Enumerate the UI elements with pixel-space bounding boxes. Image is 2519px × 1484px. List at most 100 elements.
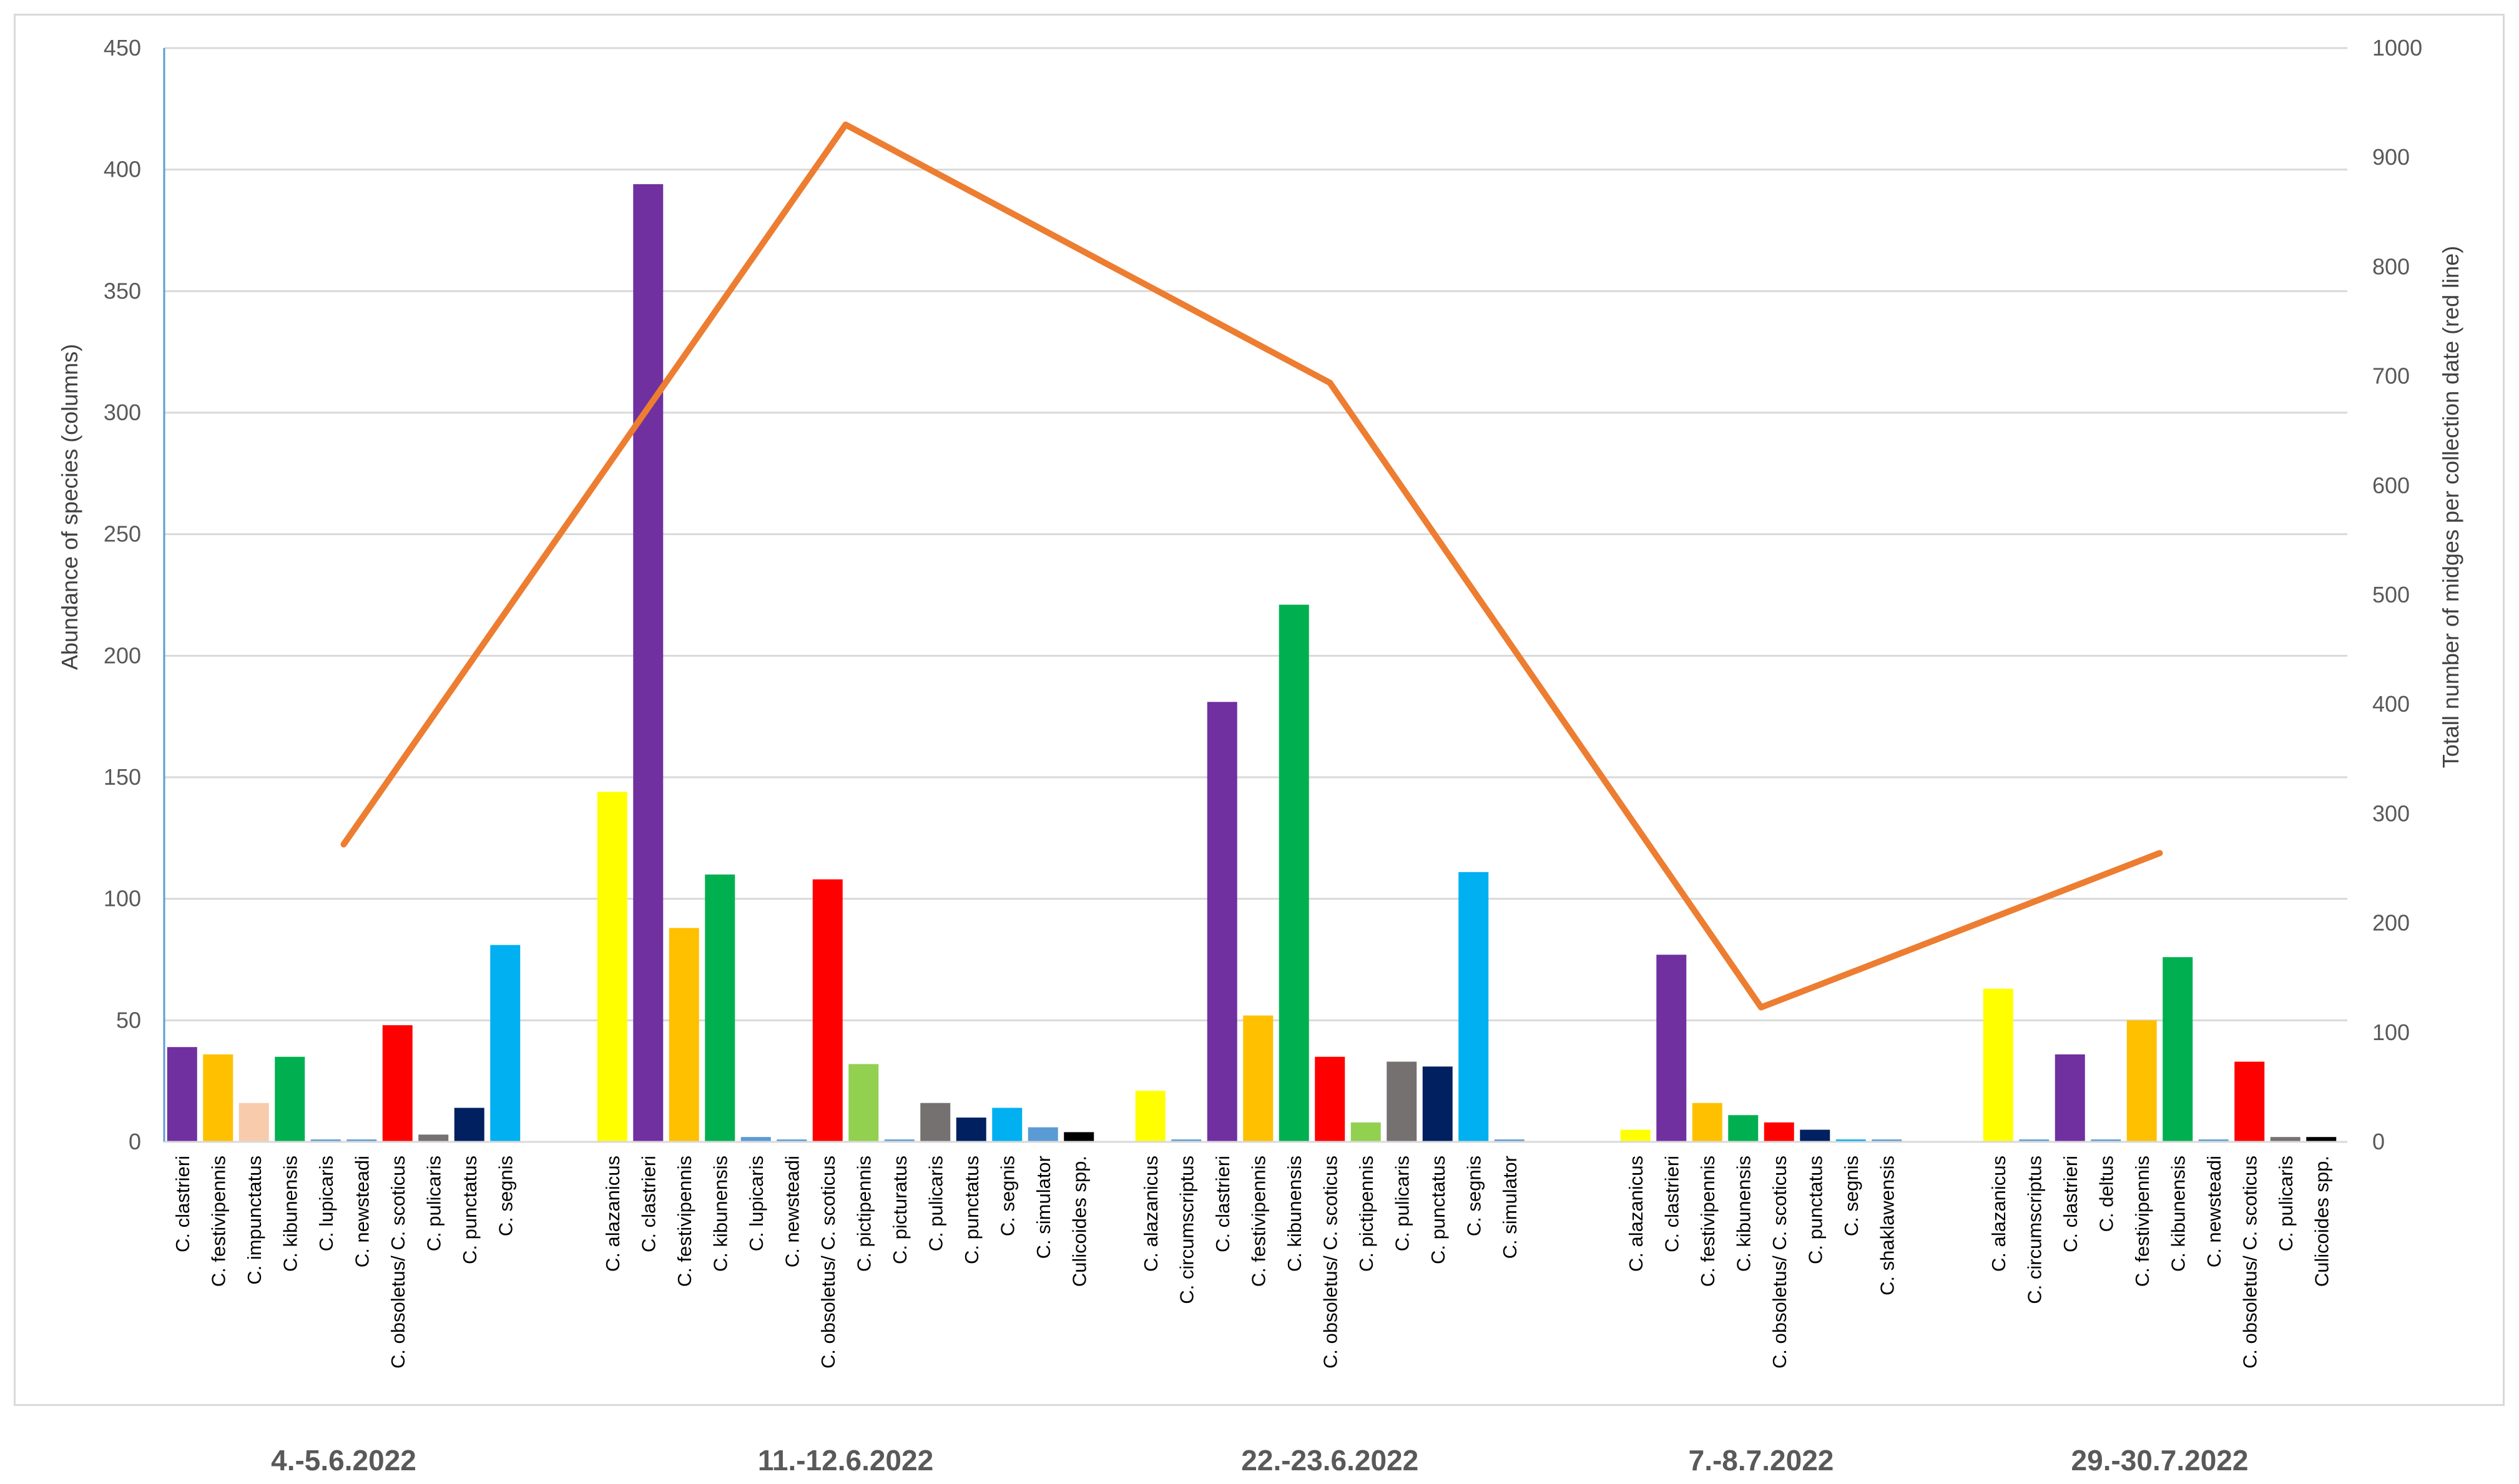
date-group-label: 7.-8.7.2022: [1689, 1444, 1834, 1477]
y-right-tick-label: 0: [2372, 1129, 2385, 1154]
bar: [454, 1108, 484, 1142]
category-tick-label: C. circumscriptus: [1176, 1156, 1197, 1304]
bar: [2019, 1139, 2050, 1142]
bar: [1171, 1139, 1202, 1142]
category-tick-label: C. impunctatus: [243, 1156, 265, 1285]
category-tick-label: C. clastrieri: [1661, 1156, 1682, 1252]
category-tick-label: C. alazanicus: [1988, 1156, 2010, 1272]
category-tick-label: C. pulicaris: [423, 1156, 444, 1251]
y-left-tick-label: 50: [116, 1007, 141, 1033]
date-group-label: 29.-30.7.2022: [2071, 1444, 2249, 1477]
category-tick-label: Culicoides spp.: [2310, 1156, 2332, 1287]
y-left-tick-label: 400: [104, 157, 141, 182]
category-tick-label: C. lupicaris: [745, 1156, 767, 1251]
bar: [812, 879, 843, 1142]
bar: [1028, 1127, 1058, 1142]
category-tick-label: C. shaklawensis: [1876, 1156, 1898, 1295]
bar: [705, 874, 735, 1142]
y-left-tick-label: 350: [104, 278, 141, 303]
bar: [1458, 872, 1489, 1142]
category-tick-label: C. festivipennis: [1697, 1156, 1719, 1287]
bar: [2126, 1020, 2157, 1142]
bar: [1279, 604, 1309, 1142]
bar: [382, 1025, 413, 1142]
category-tick-label: C. pulicaris: [1391, 1156, 1413, 1251]
bar: [1764, 1122, 1794, 1142]
bar: [1835, 1139, 1866, 1142]
category-tick-label: C. festivipennis: [2131, 1156, 2153, 1287]
category-tick-label: C. festivipennis: [1247, 1156, 1269, 1287]
category-tick-label: C. newsteadi: [2203, 1156, 2225, 1267]
category-tick-label: C. segnis: [494, 1156, 516, 1236]
date-group-label: 4.-5.6.2022: [271, 1444, 416, 1477]
category-tick-label: C. picturatus: [889, 1156, 911, 1264]
bar: [2091, 1139, 2121, 1142]
line-point: [343, 843, 345, 845]
bar: [1800, 1129, 1830, 1142]
bar: [2198, 1139, 2229, 1142]
y-left-axis-title: Abundance of species (columns): [57, 344, 82, 670]
bar: [992, 1108, 1023, 1142]
category-tick-label: Culicoides spp.: [1068, 1156, 1090, 1287]
category-tick-label: C. simulator: [1033, 1156, 1054, 1259]
bar: [1135, 1091, 1166, 1142]
category-tick-label: C. kibunensis: [1732, 1156, 1754, 1272]
y-right-tick-label: 200: [2372, 910, 2410, 936]
bar: [1620, 1129, 1651, 1142]
y-right-tick-label: 1000: [2372, 35, 2422, 61]
line-point: [2159, 852, 2161, 854]
y-left-tick-label: 450: [104, 35, 141, 61]
bar: [1728, 1115, 1759, 1142]
y-right-tick-label: 700: [2372, 363, 2410, 389]
bar: [1983, 988, 2013, 1142]
category-labels: C. clastrieri C. festivipennis C. impuncta…: [172, 1156, 2333, 1477]
category-tick-label: C. clastrieri: [2060, 1156, 2081, 1252]
category-tick-label: C. obsoletus/ C. scoticus: [817, 1156, 839, 1369]
y-right-tick-label: 900: [2372, 144, 2410, 170]
y-right-axis-title: Totall number of midges per collection d…: [2438, 246, 2463, 768]
bar: [848, 1064, 879, 1142]
y-right-tick-label: 500: [2372, 582, 2410, 607]
category-tick-label: C. alazanicus: [602, 1156, 624, 1272]
category-tick-label: C. festivipennis: [674, 1156, 695, 1287]
category-tick-label: C. kibunensis: [1284, 1156, 1305, 1272]
category-tick-label: C. obsoletus/ C. scoticus: [1319, 1156, 1341, 1369]
category-tick-label: C. punctatus: [1804, 1156, 1826, 1264]
category-tick-label: C. deltus: [2095, 1156, 2117, 1232]
y-left-tick-label: 200: [104, 642, 141, 668]
category-tick-label: C. alazanicus: [1625, 1156, 1647, 1272]
bar: [418, 1134, 449, 1142]
category-tick-label: C. kibunensis: [279, 1156, 301, 1272]
bar: [597, 792, 627, 1142]
category-tick-label: C. clastrieri: [172, 1156, 194, 1252]
bar: [956, 1118, 986, 1142]
bar: [669, 928, 699, 1142]
bar: [884, 1139, 915, 1142]
category-tick-label: C. punctatus: [1427, 1156, 1449, 1264]
bar: [740, 1137, 771, 1142]
line-point: [1760, 1006, 1762, 1008]
bar: [1872, 1139, 1902, 1142]
bar: [490, 945, 521, 1142]
bar: [2234, 1061, 2265, 1142]
bar: [1656, 955, 1687, 1142]
bar: [238, 1103, 269, 1142]
category-tick-label: C. punctatus: [459, 1156, 481, 1264]
total-line-series: [340, 121, 2163, 1011]
bar: [777, 1139, 807, 1142]
y-right-tick-label: 300: [2372, 800, 2410, 826]
category-tick-label: C. kibunensis: [2167, 1156, 2189, 1272]
bar: [1494, 1139, 1525, 1142]
bar: [1387, 1061, 1417, 1142]
y-right-tick-label: 100: [2372, 1020, 2410, 1045]
date-group-label: 22.-23.6.2022: [1241, 1444, 1418, 1477]
bar: [2270, 1137, 2300, 1142]
category-tick-label: C. punctatus: [961, 1156, 983, 1264]
bar: [1243, 1015, 1274, 1142]
bar: [1064, 1132, 1094, 1142]
bar: [633, 184, 664, 1142]
y-right-tick-label: 400: [2372, 691, 2410, 717]
category-tick-label: C. simulator: [1499, 1156, 1521, 1259]
category-tick-label: C. newsteadi: [781, 1156, 803, 1267]
